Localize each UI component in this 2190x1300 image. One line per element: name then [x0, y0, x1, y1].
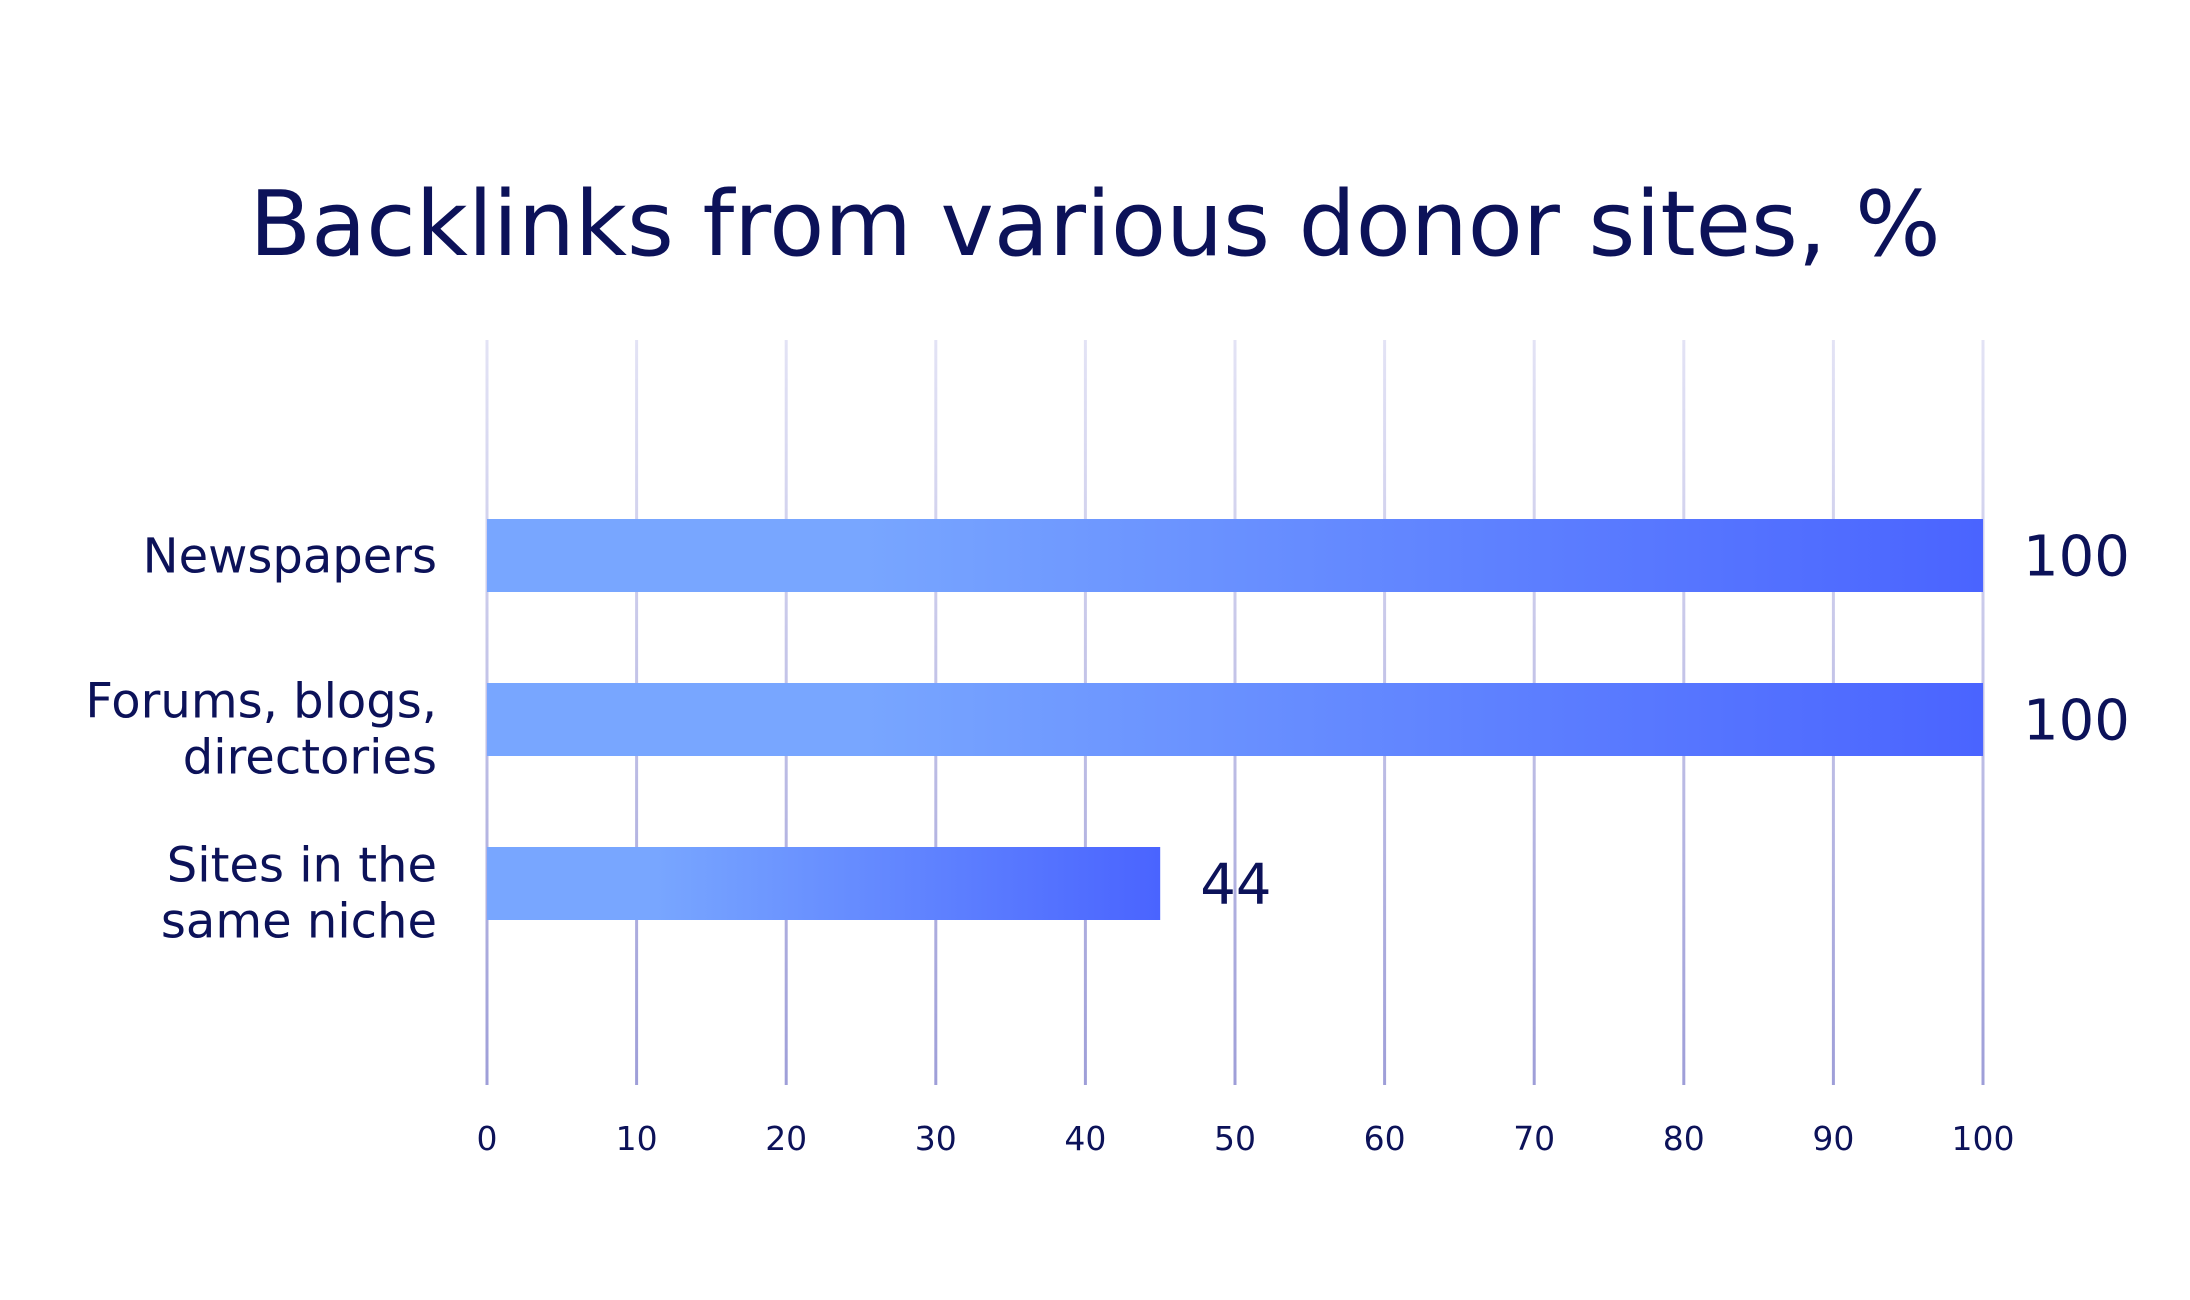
x-tick-label: 90: [1812, 1119, 1854, 1158]
x-tick-label: 50: [1214, 1119, 1256, 1158]
x-tick-label: 0: [477, 1119, 498, 1158]
bar: [487, 683, 1983, 756]
x-tick-label: 30: [915, 1119, 957, 1158]
category-labels: Newspapers Forums, blogs, directories Sites…: [85, 529, 437, 950]
value-label: 100: [2023, 689, 2130, 754]
category-label: Sites in the same niche: [161, 838, 437, 950]
x-tick-label: 60: [1364, 1119, 1406, 1158]
category-label: Newspapers: [143, 529, 437, 585]
bars: [487, 519, 1983, 920]
value-label: 100: [2023, 525, 2130, 590]
value-label: 44: [1200, 853, 1271, 918]
x-axis-ticks: 0 10 20 30 40 50 60 70 80 90 100: [477, 1119, 2015, 1158]
x-tick-label: 80: [1663, 1119, 1705, 1158]
value-labels: 100 100 44: [1200, 525, 2130, 918]
x-tick-label: 20: [765, 1119, 807, 1158]
x-tick-label: 10: [616, 1119, 658, 1158]
chart-title: Backlinks from various donor sites, %: [249, 172, 1940, 277]
x-tick-label: 70: [1513, 1119, 1555, 1158]
bar: [487, 847, 1161, 920]
bar: [487, 519, 1983, 592]
x-tick-label: 100: [1952, 1119, 2015, 1158]
x-tick-label: 40: [1064, 1119, 1106, 1158]
category-label: Forums, blogs, directories: [85, 674, 437, 786]
